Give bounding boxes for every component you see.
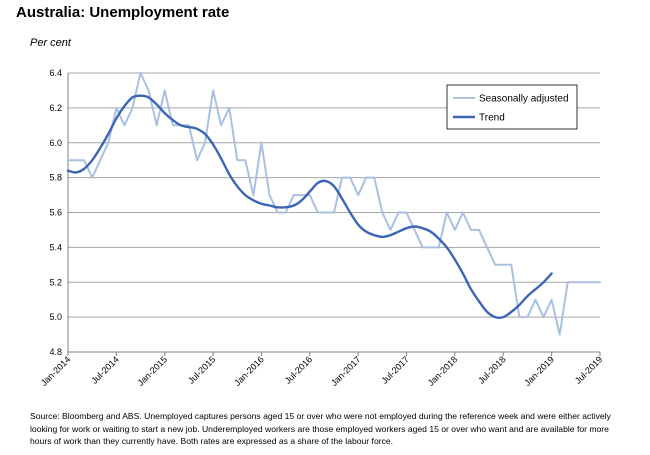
trend-line bbox=[66, 94, 553, 319]
x-tick-label: Jan-2018 bbox=[426, 354, 460, 388]
source-note: Source: Bloomberg and ABS. Unemployed ca… bbox=[30, 411, 611, 446]
x-tick-label: Jul-2016 bbox=[283, 354, 314, 385]
y-tick-label: 6.0 bbox=[49, 138, 62, 148]
y-tick-label: 6.4 bbox=[49, 68, 62, 78]
y-tick-label: 4.8 bbox=[49, 347, 62, 357]
x-tick-label: Jan-2015 bbox=[136, 354, 170, 388]
x-tick-label: Jul-2018 bbox=[476, 354, 507, 385]
x-tick-label: Jan-2014 bbox=[39, 354, 73, 388]
legend-label: Trend bbox=[479, 113, 505, 124]
series-lines bbox=[66, 72, 601, 336]
x-tick-labels: Jan-2014 Jul-2014 Jan-2015 Jul-2015 Jan-2016… bbox=[39, 354, 605, 388]
x-tick-label: Jul-2015 bbox=[186, 354, 217, 385]
legend-label: Seasonally adjusted bbox=[479, 94, 569, 105]
x-tick-label: Jan-2017 bbox=[329, 354, 363, 388]
y-tick-label: 5.0 bbox=[49, 312, 62, 322]
legend-box bbox=[446, 84, 578, 130]
chart-title: Australia: Unemployment rate bbox=[16, 4, 230, 21]
x-tick-label: Jul-2014 bbox=[89, 354, 120, 385]
x-tick-label: Jan-2019 bbox=[522, 354, 556, 388]
y-tick-label: 5.2 bbox=[49, 277, 62, 287]
y-tick-label: 5.4 bbox=[49, 242, 62, 252]
y-tick-label: 5.6 bbox=[49, 208, 62, 218]
y-axis-unit-label: Per cent bbox=[30, 37, 71, 49]
x-tick-label: Jul-2019 bbox=[573, 354, 604, 385]
y-tick-labels: 4.8 5.0 5.2 5.4 5.6 5.8 6.0 6.2 6.4 bbox=[49, 68, 62, 357]
y-tick-label: 5.8 bbox=[49, 173, 62, 183]
legend: Seasonally adjusted Trend bbox=[446, 84, 578, 130]
seasonally-adjusted-line bbox=[67, 72, 601, 336]
y-tick-label: 6.2 bbox=[49, 103, 62, 113]
axes bbox=[67, 73, 601, 356]
x-tick-label: Jan-2016 bbox=[232, 354, 266, 388]
x-tick-label: Jul-2017 bbox=[379, 354, 410, 385]
